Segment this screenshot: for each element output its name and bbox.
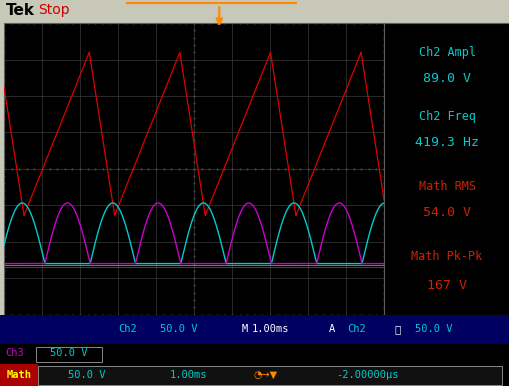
Text: ◔→▼: ◔→▼ (252, 370, 277, 380)
Text: 50.0 V: 50.0 V (414, 325, 451, 334)
Text: Math: Math (6, 370, 32, 380)
Text: Ch2 Freq: Ch2 Freq (418, 110, 474, 123)
Text: -2.00000μs: -2.00000μs (335, 370, 398, 380)
Text: 54.0 V: 54.0 V (422, 206, 470, 219)
Text: 50.0 V: 50.0 V (159, 325, 197, 334)
Text: 167 V: 167 V (426, 279, 466, 292)
Text: 50.0 V: 50.0 V (68, 370, 105, 380)
Text: Ch3: Ch3 (5, 349, 24, 359)
Bar (0, 364, 38, 386)
Text: Ch2: Ch2 (118, 325, 136, 334)
FancyBboxPatch shape (38, 366, 501, 385)
Text: 1.00ms: 1.00ms (251, 325, 289, 334)
Text: Math RMS: Math RMS (418, 180, 474, 193)
Text: 419.3 Hz: 419.3 Hz (414, 136, 478, 149)
Text: 89.0 V: 89.0 V (422, 72, 470, 85)
Text: Stop: Stop (38, 3, 70, 17)
FancyBboxPatch shape (36, 347, 102, 362)
Text: A: A (328, 325, 334, 334)
Text: Ch2: Ch2 (347, 325, 365, 334)
Text: Tek: Tek (6, 3, 35, 18)
Text: M: M (241, 325, 247, 334)
Text: Ch2 Ampl: Ch2 Ampl (418, 46, 474, 59)
Text: ∯: ∯ (394, 325, 400, 334)
Text: Math Pk-Pk: Math Pk-Pk (411, 250, 482, 263)
Text: 1.00ms: 1.00ms (169, 370, 207, 380)
Text: 50.0 V: 50.0 V (50, 349, 88, 359)
